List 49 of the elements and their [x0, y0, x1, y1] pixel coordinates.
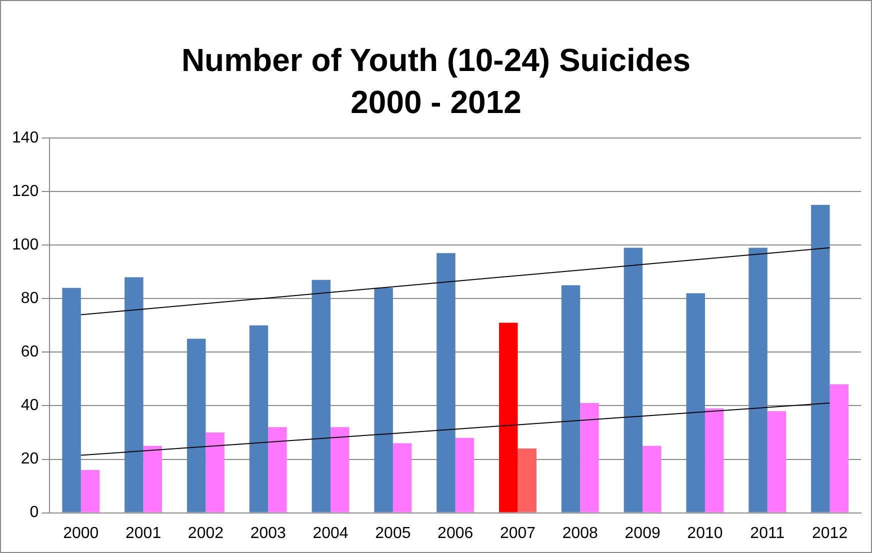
bar: [686, 293, 705, 512]
chart-title: Number of Youth (10-24) Suicides: [180, 41, 692, 80]
bar: [455, 438, 474, 512]
x-tick-label: 2008: [562, 524, 598, 542]
x-tick-label: 2002: [188, 524, 224, 542]
y-tick-label: 40: [20, 397, 39, 414]
bar: [249, 325, 268, 512]
y-tick-label: 60: [20, 344, 39, 361]
bar: [186, 338, 206, 512]
bar: [392, 443, 412, 512]
bar: [62, 288, 81, 512]
bar: [374, 288, 393, 512]
bar: [330, 427, 350, 512]
x-tick-label: 2006: [438, 524, 474, 542]
x-tick-label: 2005: [375, 524, 411, 542]
y-tick-label: 20: [20, 450, 39, 468]
bar: [704, 408, 724, 512]
bar: [580, 403, 599, 512]
bar: [206, 432, 224, 512]
x-tick-label: 2012: [812, 524, 848, 542]
x-tick-label: 2011: [750, 524, 785, 542]
y-tick-label: 80: [20, 290, 39, 308]
x-tick-label: 2004: [312, 524, 348, 542]
x-tick-label: 2009: [624, 524, 660, 542]
bar: [624, 248, 643, 512]
bar: [518, 448, 536, 512]
y-tick-label: 140: [12, 129, 39, 146]
bar: [436, 253, 456, 512]
bar: [80, 470, 100, 512]
y-tick-label: 0: [30, 504, 39, 522]
bar: [767, 411, 786, 512]
x-tick-label: 2010: [687, 524, 723, 542]
y-tick-label: 120: [12, 182, 39, 200]
bar: [811, 204, 830, 512]
y-tick-label: 100: [12, 236, 39, 254]
bar: [268, 427, 287, 512]
bar: [124, 277, 144, 512]
bar: [642, 446, 662, 512]
x-tick-label: 2000: [63, 524, 99, 542]
x-tick-label: 2007: [500, 524, 536, 542]
bar: [561, 285, 580, 512]
chart-subtitle: 2000 - 2012: [350, 83, 522, 122]
bar: [143, 446, 162, 512]
x-tick-label: 2003: [250, 524, 286, 542]
bar: [499, 322, 518, 512]
x-tick-label: 2001: [126, 524, 162, 542]
bar: [312, 280, 331, 512]
bar: [830, 384, 849, 512]
bar: [748, 248, 768, 512]
